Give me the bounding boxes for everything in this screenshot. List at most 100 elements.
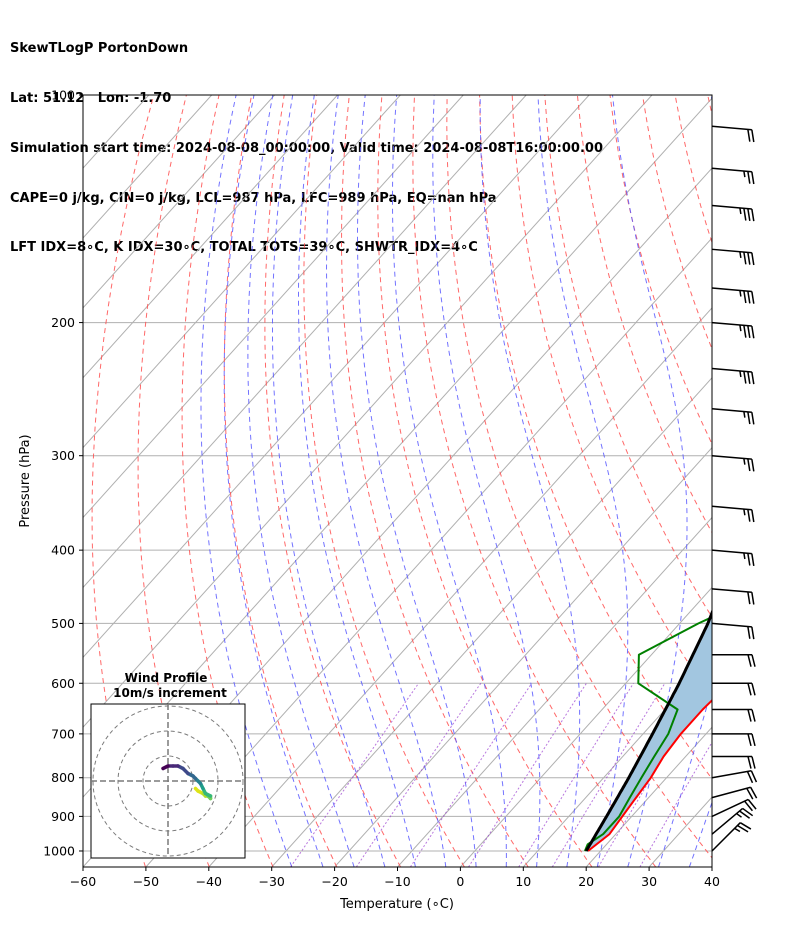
barb-flag <box>751 709 756 722</box>
wind-barb <box>711 798 757 818</box>
cape-cin-shading <box>586 612 712 851</box>
barb-flag <box>751 129 755 143</box>
profile-lines <box>583 608 712 852</box>
wind-barb <box>711 549 755 566</box>
isotherm-line <box>83 95 213 239</box>
dry-adiabat-line <box>264 95 402 867</box>
wind-barb <box>711 807 754 835</box>
barb-shaft <box>711 549 752 555</box>
x-tick-label: 40 <box>704 874 720 889</box>
barb-half-flag <box>739 251 742 258</box>
barb-half-flag <box>743 458 746 465</box>
wind-barb <box>711 622 755 640</box>
isotherm-line <box>775 95 794 867</box>
moist-adiabat-line <box>479 95 581 867</box>
isotherm-line <box>83 95 590 659</box>
wind-profile-inset: Wind Profile 10m/s increment <box>90 671 246 859</box>
barb-shaft <box>711 407 752 413</box>
barb-shaft <box>711 287 752 293</box>
barb-flag <box>751 171 755 185</box>
isotherm-line <box>208 307 712 867</box>
mixing-ratio-line <box>468 683 587 867</box>
dry-adiabat-line <box>181 95 274 867</box>
dry-adiabat-line <box>544 95 712 619</box>
mixing-ratio-line <box>518 683 634 867</box>
y-tick-label: 200 <box>51 315 75 330</box>
barb-flag <box>737 824 749 833</box>
isotherm-line <box>711 866 712 867</box>
indices-line-1: CAPE=0 j/kg, CIN=0 j/kg, LCL=987 hPa, LF… <box>10 190 497 206</box>
wind-barb <box>711 321 755 339</box>
isotherm-line <box>83 95 338 379</box>
barb-flag <box>747 129 751 142</box>
barb-shaft <box>711 807 744 835</box>
barb-flag <box>747 208 751 221</box>
dry-adiabat-line <box>479 95 712 780</box>
barb-flag <box>747 683 752 696</box>
station-title: SkewTLogP PortonDown <box>10 41 189 57</box>
isotherm-line <box>334 446 712 867</box>
moist-adiabat-line <box>272 95 386 867</box>
x-tick-label: −40 <box>196 874 222 889</box>
wind-barb <box>711 505 755 523</box>
barb-flag <box>750 770 758 783</box>
dry-adiabat-line <box>377 95 593 867</box>
x-tick-label: −20 <box>321 874 347 889</box>
moist-adiabat-line <box>720 95 794 867</box>
dry-adiabat-line <box>674 95 712 245</box>
moist-adiabat-line <box>658 95 712 867</box>
wind-barb <box>711 287 755 304</box>
moist-adiabat-line <box>612 95 688 867</box>
barb-flag <box>743 208 747 221</box>
barb-flag <box>751 592 755 605</box>
barb-shaft <box>711 505 752 511</box>
isotherm-line <box>648 796 712 867</box>
isotherm-line <box>83 95 653 728</box>
y-tick-label: 500 <box>51 616 75 631</box>
wind-barb <box>711 770 758 784</box>
barb-flag <box>744 800 753 812</box>
y-tick-label: 900 <box>51 809 75 824</box>
barb-flag <box>751 371 755 385</box>
moist-adiabat-line <box>357 95 477 867</box>
inset-title: Wind Profile <box>125 671 208 685</box>
wind-barb <box>711 367 755 385</box>
isotherm-line <box>460 586 712 867</box>
mixing-ratio-line <box>409 683 533 867</box>
barb-flag <box>747 291 751 304</box>
moist-adiabat-line <box>432 95 541 867</box>
y-tick-label: 800 <box>51 770 75 785</box>
barb-shaft <box>711 622 752 628</box>
wind-barb <box>712 708 756 722</box>
barb-flag <box>747 553 751 566</box>
barb-flag <box>742 807 754 817</box>
barb-half-flag <box>739 207 742 215</box>
barb-shaft <box>711 798 749 818</box>
wind-barb <box>711 454 755 472</box>
wind-barb <box>711 407 755 425</box>
barb-flag <box>743 325 747 338</box>
x-tick-label: 0 <box>456 874 464 889</box>
isotherm-line <box>83 95 401 449</box>
barb-flag <box>747 591 751 605</box>
barb-flag <box>747 626 751 639</box>
barb-shaft <box>711 786 751 799</box>
barb-flag <box>747 458 751 472</box>
wind-barb <box>711 786 758 800</box>
y-tick-label: 700 <box>51 726 75 741</box>
barb-half-flag <box>734 827 741 833</box>
hodograph-segment <box>161 764 170 771</box>
barb-flag <box>751 252 755 266</box>
barb-flag <box>747 799 757 810</box>
barb-flag <box>743 371 747 384</box>
y-tick-label: 1000 <box>43 843 75 858</box>
barb-flag <box>751 683 756 696</box>
barb-shaft <box>711 167 752 173</box>
barb-flag <box>751 459 755 472</box>
barb-flag <box>747 252 751 265</box>
barb-flag <box>743 290 747 304</box>
barb-flag <box>743 251 747 265</box>
barb-half-flag <box>736 812 742 818</box>
y-tick-label: 300 <box>51 448 75 463</box>
barb-half-flag <box>739 370 742 378</box>
